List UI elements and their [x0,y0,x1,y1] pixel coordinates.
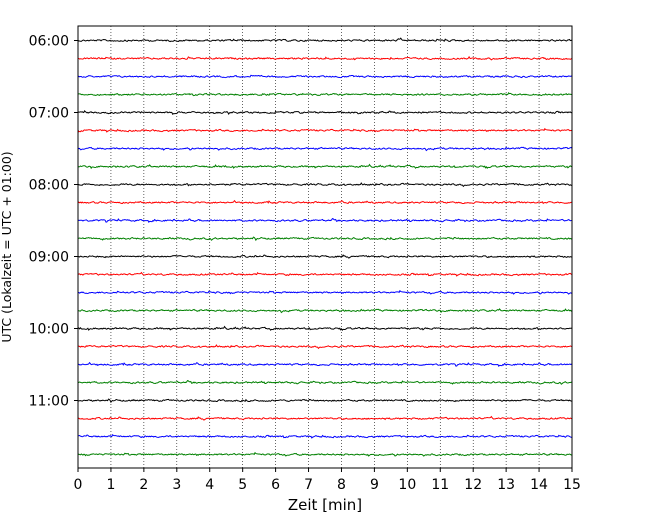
trace-line [77,398,573,404]
y-tick-label: 10:00 [29,322,69,338]
trace-line [77,434,573,439]
x-axis-label: Zeit [min] [288,496,362,514]
x-tick-label: 1 [106,477,115,493]
x-tick-label: 11 [431,477,449,493]
x-tick-label: 9 [370,477,379,493]
trace-line [77,217,573,224]
trace-line [77,361,573,367]
x-tick-label: 12 [464,477,482,493]
x-tick-label: 14 [530,477,548,493]
trace-line [77,74,573,79]
trace-line [77,55,573,61]
trace-line [77,127,573,133]
x-axis-ticks: 0 1 2 3 4 5 6 7 8 9 10 11 12 13 14 15 [74,468,581,493]
y-tick-label: 11:00 [29,394,69,410]
x-tick-label: 2 [139,477,148,493]
trace-line [77,91,573,97]
x-tick-label: 3 [172,477,181,493]
trace-line [77,146,573,152]
trace-line [77,271,573,277]
trace-line [77,415,573,421]
trace-lines [77,37,573,457]
trace-line [77,289,573,295]
y-axis-ticks: 06:00 07:00 08:00 09:00 10:00 11:00 [29,34,78,410]
trace-line [77,451,573,457]
x-tick-label: 13 [497,477,515,493]
x-tick-label: 10 [398,477,416,493]
trace-line [78,236,573,242]
y-tick-label: 07:00 [29,106,69,122]
trace-line [77,344,573,350]
trace-line [77,110,573,116]
x-tick-label: 4 [205,477,214,493]
x-tick-label: 8 [337,477,346,493]
x-tick-label: 15 [563,477,581,493]
x-tick-label: 6 [271,477,280,493]
x-tick-label: 0 [74,477,83,493]
y-axis-label: UTC (Lokalzeit = UTC + 01:00) [0,151,14,342]
trace-line [77,379,573,385]
trace-line [77,37,573,43]
grid-lines [110,26,540,468]
y-tick-label: 06:00 [29,34,69,50]
x-tick-label: 7 [304,477,313,493]
y-tick-label: 08:00 [29,178,69,194]
plot-frame [77,25,573,469]
trace-line [77,325,573,331]
x-tick-label: 5 [238,477,247,493]
trace-line [77,254,573,259]
trace-line [77,308,573,314]
trace-line [77,163,573,170]
y-tick-label: 09:00 [29,250,69,266]
trace-line [77,182,573,188]
trace-line [77,199,573,205]
